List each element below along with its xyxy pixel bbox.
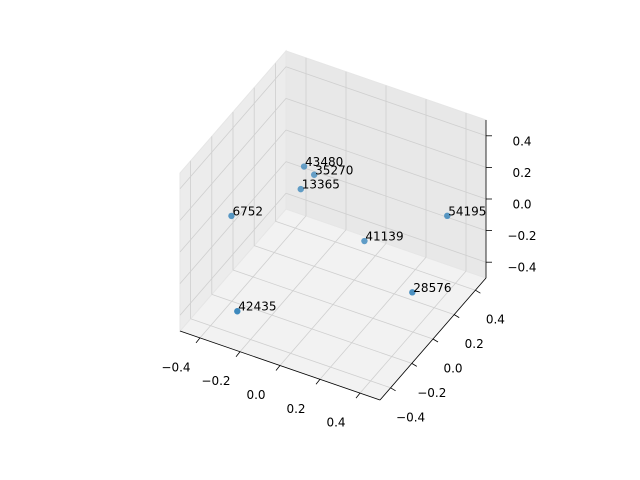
tick-mark (355, 392, 361, 399)
z-tick-label: 0.4 (512, 134, 531, 148)
grid-line (232, 269, 434, 340)
point-label: 13365 (302, 178, 340, 192)
point (228, 212, 235, 220)
point (444, 212, 451, 220)
grid-line (179, 129, 287, 253)
y-tick-label: 0.0 (443, 362, 462, 376)
y-axis (379, 277, 487, 401)
tick-mark (475, 289, 481, 294)
tick-mark (453, 314, 460, 318)
point-label: 35270 (315, 163, 353, 177)
tick-mark (432, 338, 439, 343)
tick-mark (411, 363, 418, 367)
grid-line (285, 129, 487, 200)
grid-line (179, 66, 287, 190)
point-label: 28576 (413, 281, 451, 295)
tick-mark (315, 379, 321, 385)
x-tick-label: 0.4 (326, 416, 345, 430)
point-label: 41139 (365, 230, 403, 244)
z-tick-label: −0.4 (507, 261, 536, 275)
x-tick-label: −0.4 (161, 360, 190, 374)
point-label: 43480 (305, 155, 343, 169)
grid-line (285, 66, 487, 137)
y-tick-label: 0.4 (486, 313, 505, 327)
z-tick-label: 0.0 (512, 198, 531, 212)
z-tick-label: −0.2 (507, 229, 536, 243)
grid-line (179, 192, 287, 316)
tick-mark (195, 337, 201, 344)
tick-mark (390, 387, 396, 392)
point (310, 171, 318, 178)
grid-line (285, 192, 487, 263)
tick-mark (275, 365, 281, 371)
grid-line (285, 98, 487, 168)
tick-mark (235, 351, 241, 357)
y-tick-label: 0.2 (465, 337, 484, 351)
point (361, 237, 368, 245)
y-tick-label: −0.2 (417, 386, 446, 400)
point-label: 6752 (232, 204, 263, 218)
grid-line (211, 294, 412, 364)
grid-line (179, 98, 287, 221)
point (409, 289, 416, 296)
point-label: 54195 (448, 204, 486, 218)
y-tick-label: −0.4 (396, 410, 425, 424)
grid-line (285, 161, 487, 231)
point (297, 185, 304, 193)
grid-line (179, 161, 287, 284)
x-axis (179, 330, 381, 401)
grid-line (275, 220, 476, 291)
x-tick-label: 0.0 (246, 388, 265, 402)
grid-line (254, 245, 455, 315)
z-tick-label: 0.2 (512, 166, 531, 180)
point (234, 308, 241, 315)
point (300, 163, 308, 170)
point-label: 42435 (238, 300, 276, 314)
x-tick-label: 0.2 (286, 402, 305, 416)
x-tick-label: −0.2 (201, 374, 230, 388)
grid-line (190, 318, 391, 389)
